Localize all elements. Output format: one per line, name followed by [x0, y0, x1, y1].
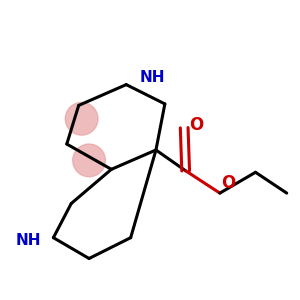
Circle shape [65, 102, 98, 135]
Text: O: O [221, 174, 236, 192]
Text: NH: NH [16, 233, 41, 248]
Circle shape [73, 144, 105, 177]
Text: O: O [189, 116, 203, 134]
Text: NH: NH [140, 70, 165, 85]
